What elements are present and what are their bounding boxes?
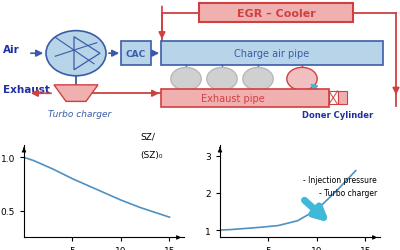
FancyBboxPatch shape — [161, 42, 383, 66]
FancyBboxPatch shape — [329, 92, 338, 105]
Circle shape — [46, 32, 106, 76]
FancyBboxPatch shape — [161, 90, 329, 107]
FancyBboxPatch shape — [338, 92, 347, 105]
Circle shape — [287, 68, 317, 91]
Text: Doner Cylinder: Doner Cylinder — [302, 111, 374, 120]
Text: - Injection pressure: - Injection pressure — [303, 176, 377, 185]
Text: Exhaust: Exhaust — [3, 84, 50, 94]
Text: Turbo charger: Turbo charger — [48, 110, 112, 118]
Polygon shape — [74, 38, 100, 70]
Text: Exhaust pipe: Exhaust pipe — [201, 93, 265, 103]
Text: Charge air pipe: Charge air pipe — [234, 49, 310, 59]
FancyBboxPatch shape — [121, 42, 151, 66]
Text: - Turbo charger: - Turbo charger — [319, 188, 377, 198]
Text: Air: Air — [3, 44, 20, 54]
Polygon shape — [54, 86, 98, 102]
Text: SZ/: SZ/ — [140, 132, 155, 141]
Circle shape — [207, 68, 237, 91]
Text: CAC: CAC — [126, 50, 146, 58]
Circle shape — [171, 68, 201, 91]
Circle shape — [243, 68, 273, 91]
FancyBboxPatch shape — [199, 4, 353, 23]
Text: (SZ)₀: (SZ)₀ — [140, 150, 162, 159]
Text: EGR – Cooler: EGR – Cooler — [237, 8, 315, 18]
